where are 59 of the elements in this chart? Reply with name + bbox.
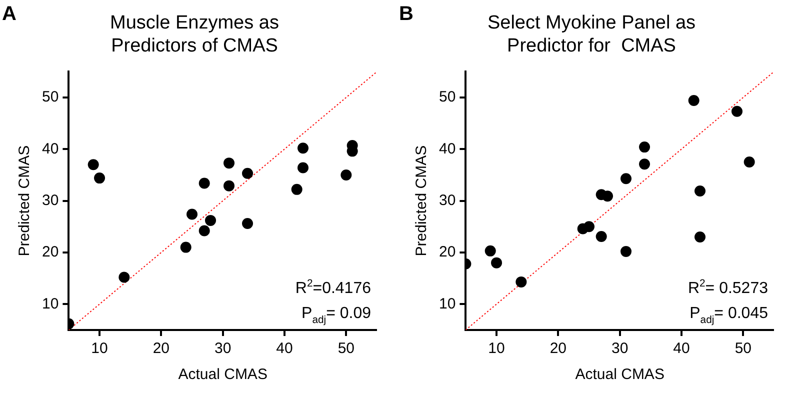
y-tick-label: 50 (42, 88, 59, 106)
point (340, 169, 352, 180)
point (584, 221, 595, 232)
point (596, 230, 607, 242)
x-tick-label: 20 (550, 340, 567, 358)
point (694, 231, 706, 242)
x-tick-label: 50 (338, 340, 355, 358)
y-tick-label: 30 (42, 192, 59, 209)
y-axis-title: Predicted CMAS (16, 145, 34, 256)
point (620, 173, 632, 184)
point (484, 245, 496, 256)
y-tick-label: 40 (438, 140, 456, 158)
y-tick-label: 20 (42, 244, 59, 261)
point (639, 158, 650, 170)
x-tick-label: 30 (612, 340, 628, 358)
point (291, 184, 302, 195)
x-tick-label: 30 (214, 340, 232, 358)
x-tick-label: 10 (488, 340, 505, 358)
chart-title: Muscle Enzymes as Predictors of CMAS (110, 12, 279, 56)
text: B (399, 3, 414, 25)
point (242, 168, 254, 179)
point (118, 272, 130, 283)
point (491, 257, 502, 268)
y-tick-label: 50 (438, 88, 456, 106)
y-axis-title: Predicted CMAS (413, 145, 430, 256)
point (639, 142, 650, 153)
y-tick-label: 10 (438, 295, 456, 312)
x-axis-title: Actual CMAS (575, 366, 664, 384)
point (224, 158, 235, 169)
point (620, 246, 632, 257)
point (198, 225, 210, 236)
y-tick-label: 40 (42, 140, 59, 158)
point (198, 178, 210, 189)
point (732, 106, 742, 117)
point (688, 95, 700, 106)
point (298, 162, 309, 174)
text: A (2, 3, 16, 25)
point (298, 142, 309, 154)
point (180, 242, 192, 253)
point (242, 218, 254, 230)
x-tick-label: 40 (673, 340, 690, 358)
x-tick-label: 10 (91, 340, 108, 358)
point (602, 190, 614, 202)
y-tick-label: 10 (42, 295, 59, 312)
point (694, 185, 706, 196)
x-tick-label: 40 (276, 340, 293, 358)
chart-title: Select Myokine Panel as Predictor for CMAS (487, 12, 696, 56)
y-tick-label: 30 (438, 192, 456, 209)
point (224, 180, 235, 192)
point (88, 159, 99, 170)
x-tick-label: 20 (152, 340, 170, 358)
point (516, 276, 527, 288)
y-tick-label: 20 (438, 244, 456, 261)
point (186, 208, 198, 220)
point (205, 214, 216, 226)
x-axis-title: Actual CMAS (178, 366, 268, 384)
point (744, 156, 755, 168)
point (94, 172, 106, 184)
x-tick-label: 50 (734, 340, 752, 358)
